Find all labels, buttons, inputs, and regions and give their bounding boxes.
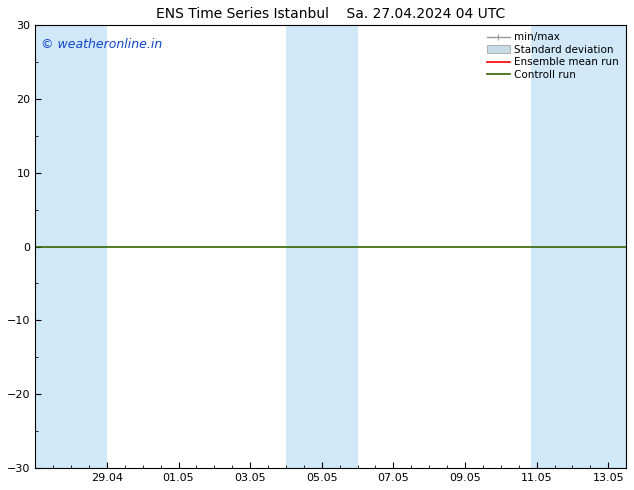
Bar [286, 25, 358, 468]
Bar [36, 25, 107, 468]
Text: © weatheronline.in: © weatheronline.in [41, 38, 162, 51]
Legend: min/max, Standard deviation, Ensemble mean run, Controll run: min/max, Standard deviation, Ensemble me… [485, 30, 621, 82]
Title: ENS Time Series Istanbul    Sa. 27.04.2024 04 UTC: ENS Time Series Istanbul Sa. 27.04.2024 … [156, 7, 505, 21]
Bar [531, 25, 626, 468]
